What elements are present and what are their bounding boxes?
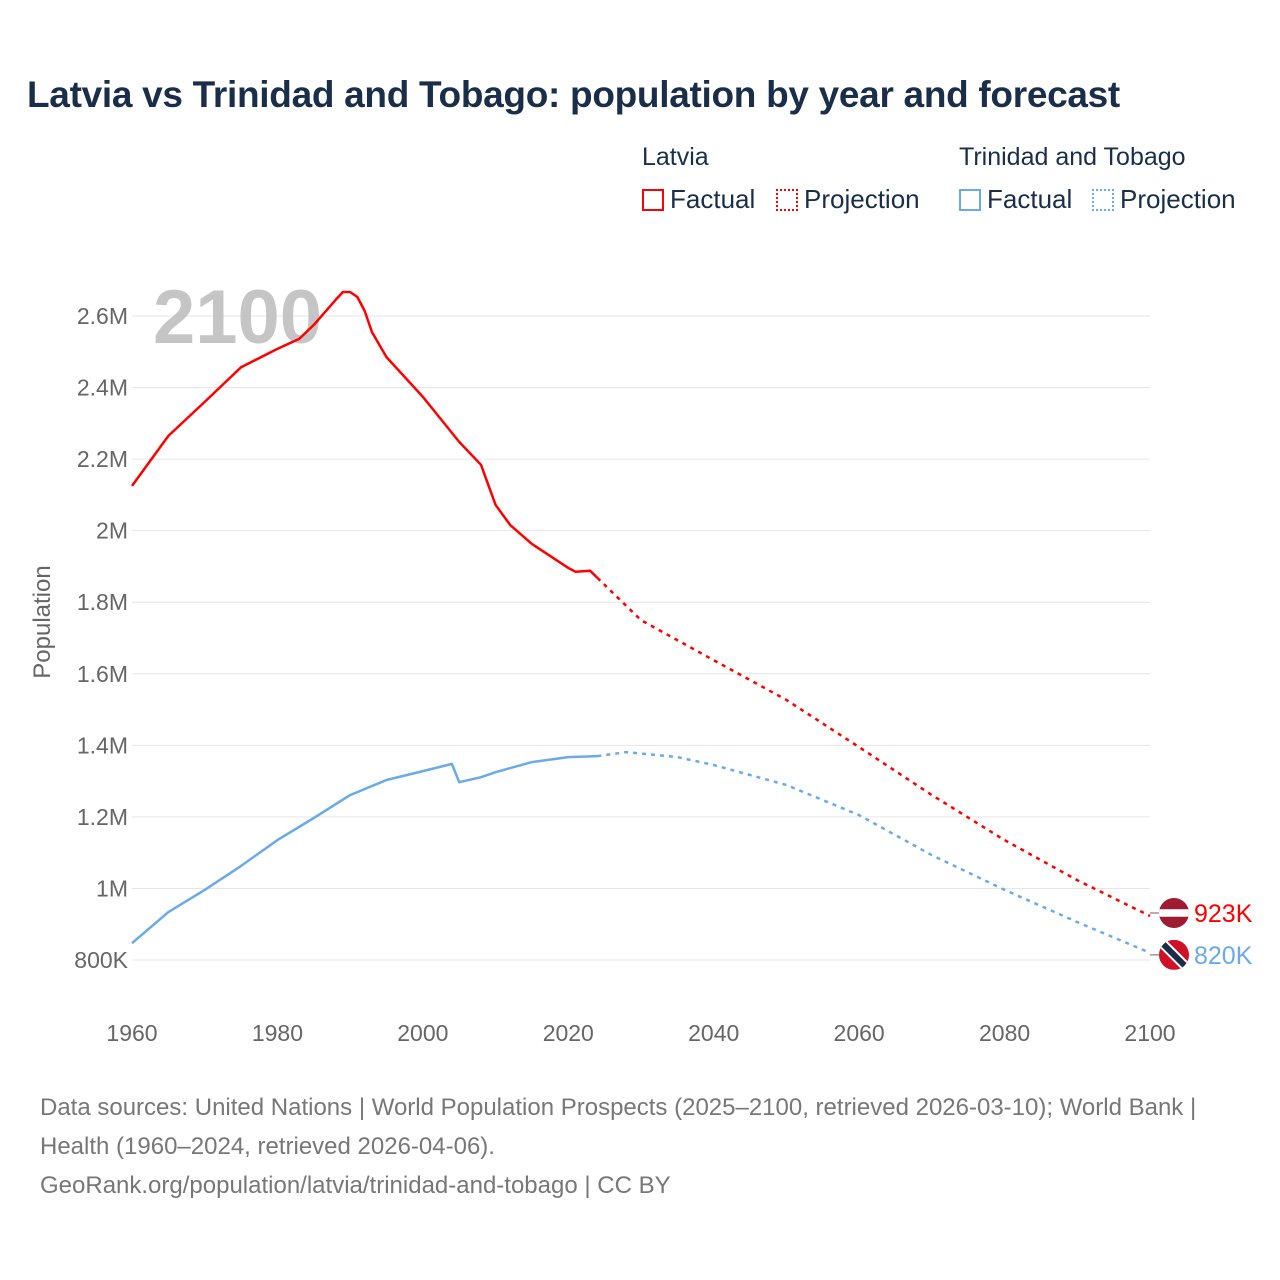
trinidad-factual-line	[131, 754, 598, 945]
legend-label: Factual	[670, 184, 756, 214]
legend-group-latvia: Latvia	[642, 143, 709, 171]
legend-swatch-dotted	[776, 188, 798, 211]
legend-swatch-dotted	[1092, 188, 1114, 211]
x-tick-label: 2000	[397, 1020, 448, 1046]
legend-trinidad-projection[interactable]: Projection	[1092, 184, 1236, 215]
y-tick-label: 2.2M	[77, 446, 128, 472]
y-tick-label: 1.2M	[77, 804, 128, 830]
legend-latvia-factual[interactable]: Factual	[642, 184, 755, 215]
legend-latvia-projection[interactable]: Projection	[776, 184, 920, 215]
flag-stripe	[1159, 909, 1189, 917]
x-tick-label: 2020	[543, 1020, 594, 1046]
y-axis-label: Population	[29, 565, 56, 678]
trinidad-end-label: 820K	[1194, 942, 1253, 970]
year-watermark: 2100	[153, 275, 322, 360]
flag-body	[1159, 939, 1189, 970]
y-tick-label: 2.4M	[77, 375, 128, 401]
legend-group-trinidad: Trinidad and Tobago	[959, 143, 1186, 171]
x-tick-label: 2100	[1124, 1020, 1175, 1046]
legend-swatch-solid	[959, 188, 981, 211]
data-sources: Data sources: United Nations | World Pop…	[40, 1094, 1197, 1160]
y-tick-label: 1M	[96, 875, 128, 901]
chart-title: Latvia vs Trinidad and Tobago: populatio…	[27, 74, 1120, 115]
y-tick-label: 1.6M	[77, 661, 128, 687]
x-tick-label: 2040	[688, 1020, 739, 1046]
legend-label: Projection	[1120, 184, 1236, 214]
latvia-projection-line	[596, 577, 1151, 918]
legend-trinidad-factual[interactable]: Factual	[959, 184, 1072, 215]
latvia-factual-line	[130, 290, 599, 579]
legend-swatch-solid	[642, 188, 664, 211]
legend-label: Factual	[987, 184, 1073, 214]
x-tick-label: 1960	[106, 1020, 157, 1046]
flag-body	[1159, 897, 1189, 928]
trinidad-projection-line	[597, 750, 1151, 954]
y-tick-label: 1.4M	[77, 732, 128, 758]
y-tick-label: 800K	[74, 947, 128, 973]
y-tick-label: 2.6M	[77, 303, 128, 329]
x-tick-label: 1980	[252, 1020, 303, 1046]
y-tick-label: 1.8M	[77, 589, 128, 615]
latvia-end-label: 923K	[1194, 900, 1253, 928]
latvia-flag-icon	[1159, 897, 1189, 928]
flag-stripe-black	[1159, 939, 1189, 970]
y-tick-label: 2M	[96, 518, 128, 544]
footer: Data sources: United Nations | World Pop…	[40, 1088, 1240, 1205]
trinidad-flag-icon	[1159, 939, 1189, 970]
legend-label: Projection	[804, 184, 920, 214]
credit-link[interactable]: GeoRank.org/population/latvia/trinidad-a…	[40, 1172, 671, 1199]
x-tick-label: 2060	[834, 1020, 885, 1046]
x-tick-label: 2080	[979, 1020, 1030, 1046]
